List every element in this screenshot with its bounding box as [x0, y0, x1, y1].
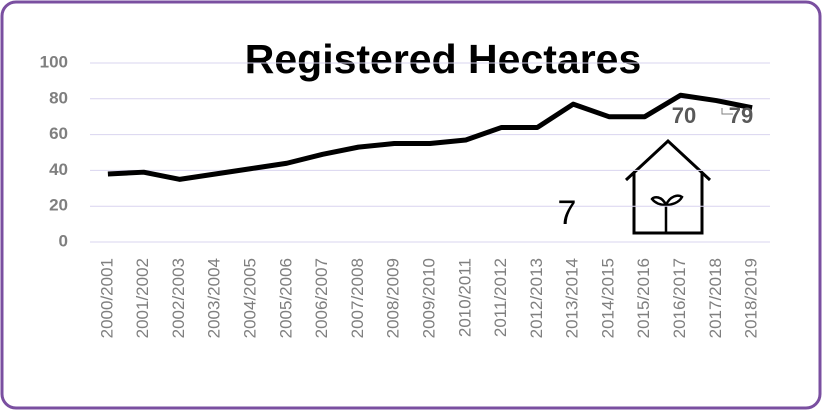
- y-tick-label: 100: [40, 52, 68, 71]
- x-tick-label: 2018/2019: [742, 258, 761, 338]
- y-tick-label: 0: [59, 231, 68, 250]
- x-tick-label: 2007/2008: [348, 258, 367, 338]
- x-tick-label: 2002/2003: [169, 258, 188, 338]
- x-tick-label: 2017/2018: [706, 258, 725, 338]
- x-tick-label: 2012/2013: [527, 258, 546, 338]
- annotation: 7: [558, 194, 577, 232]
- y-tick-label: 80: [49, 88, 68, 107]
- x-tick-label: 2004/2005: [241, 258, 260, 338]
- x-tick-label: 2014/2015: [598, 258, 617, 338]
- annotation: 79: [729, 103, 753, 128]
- x-tick-label: 2011/2012: [491, 258, 510, 337]
- x-tick-label: 2000/2001: [97, 258, 116, 338]
- chart-title: Registered Hectares: [245, 36, 642, 82]
- x-tick-label: 2008/2009: [384, 258, 403, 338]
- y-tick-label: 60: [49, 124, 68, 143]
- x-tick-label: 2013/2014: [563, 258, 582, 338]
- x-tick-label: 2005/2006: [276, 258, 295, 338]
- x-tick-label: 2006/2007: [312, 258, 331, 338]
- data-line: [107, 92, 753, 182]
- y-tick-label: 40: [49, 160, 68, 179]
- x-tick-label: 2010/2011: [455, 258, 474, 337]
- x-tick-label: 2001/2002: [133, 258, 152, 338]
- x-tick-label: 2016/2017: [670, 258, 689, 338]
- leader-line: [721, 108, 733, 115]
- annotation: 70: [672, 103, 696, 128]
- x-tick-label: 2009/2010: [419, 258, 438, 338]
- x-tick-label: 2015/2016: [634, 258, 653, 338]
- house-icon: [624, 138, 712, 235]
- y-tick-label: 20: [49, 196, 68, 215]
- x-tick-label: 2003/2004: [205, 258, 224, 338]
